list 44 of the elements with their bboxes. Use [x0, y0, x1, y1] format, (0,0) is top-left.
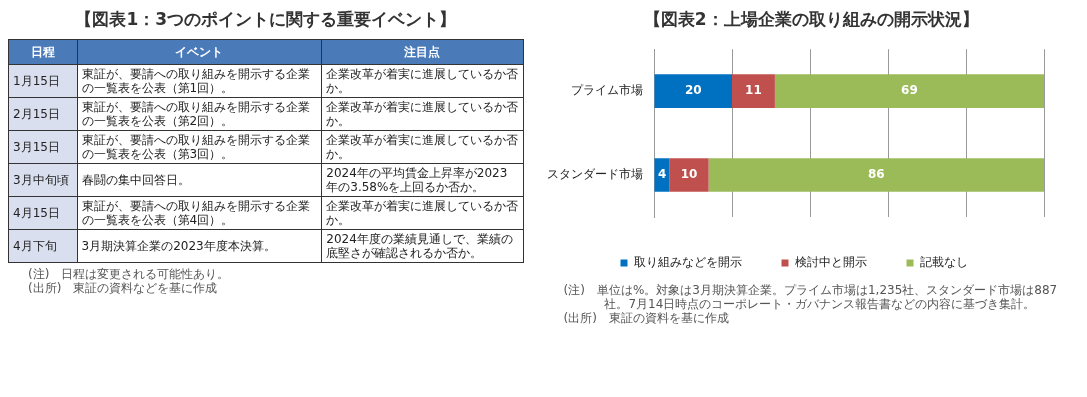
category-label: 4月下旬: [13, 239, 57, 253]
data-label: 20: [684, 83, 702, 98]
category-label: 4月15日: [13, 206, 60, 220]
text: 企業改革が着実に進展しているか否か。: [321, 97, 524, 131]
text: (注) 単位は%。対象は3月期決算企業。プライム市場は1,235社、スタンダード市場は887社。7月14日時点のコーポレート・ガバナンス報告書などの内容に基づき集計。: [563, 283, 1059, 311]
text: 東証が、要請への取り組みを開示する企業の一覧表を公表（第4回）。: [77, 196, 322, 230]
chart-title: 【図表2：上場企業の取り組みの開示状況】: [642, 8, 980, 31]
text: 企業改革が着実に進展しているか否か。: [321, 64, 524, 98]
bar: [669, 158, 709, 192]
text: (出所) 東証の資料を基に作成: [563, 311, 730, 325]
legend-label: 取り組みなどを開示: [633, 255, 742, 270]
bar: [654, 158, 670, 192]
data-label: 69: [900, 83, 918, 98]
data-label: 86: [867, 167, 885, 182]
category-label: 注目点: [321, 39, 524, 65]
data-label: 11: [744, 83, 762, 98]
bar: [774, 74, 1044, 108]
category-label: 2月15日: [13, 107, 60, 121]
legend-label: 検討中と開示: [794, 255, 867, 270]
bar: [731, 74, 775, 108]
legend-label: 記載なし: [919, 255, 968, 270]
text: (出所) 東証の資料などを基に作成: [28, 281, 219, 295]
text: 企業改革が着実に進展しているか否か。: [321, 196, 524, 230]
text: 3月期決算企業の2023年度本決算。: [77, 229, 322, 263]
text: 東証が、要請への取り組みを開示する企業の一覧表を公表（第3回）。: [77, 130, 322, 164]
text: 東証が、要請への取り組みを開示する企業の一覧表を公表（第1回）。: [77, 64, 322, 98]
text: 【図表1：3つのポイントに関する重要イベント】: [74, 8, 458, 31]
bar: [654, 74, 732, 108]
data-label: 10: [680, 167, 698, 182]
text: 2024年度の業績見通しで、業績の底堅さが確認されるか否か。: [321, 229, 524, 263]
bar: [708, 158, 1044, 192]
data-label: 4: [657, 167, 666, 182]
text: 東証が、要請への取り組みを開示する企業の一覧表を公表（第2回）。: [77, 97, 322, 131]
category-label: 3月15日: [13, 140, 60, 154]
category-label: 1月15日: [13, 74, 60, 88]
y-tick-label: スタンダード市場: [546, 167, 643, 182]
text: 春闘の集中回答日。: [77, 163, 322, 197]
category-label: イベント: [77, 39, 322, 65]
text: 企業改革が着実に進展しているか否か。: [321, 130, 524, 164]
text: 2024年の平均賃金上昇率が2023年の3.58%を上回るか否か。: [321, 163, 524, 197]
text: (注) 日程は変更される可能性あり。: [28, 267, 231, 281]
category-label: 日程: [8, 39, 77, 65]
y-tick-label: プライム市場: [570, 83, 643, 98]
category-label: 3月中旬頃: [13, 173, 69, 187]
